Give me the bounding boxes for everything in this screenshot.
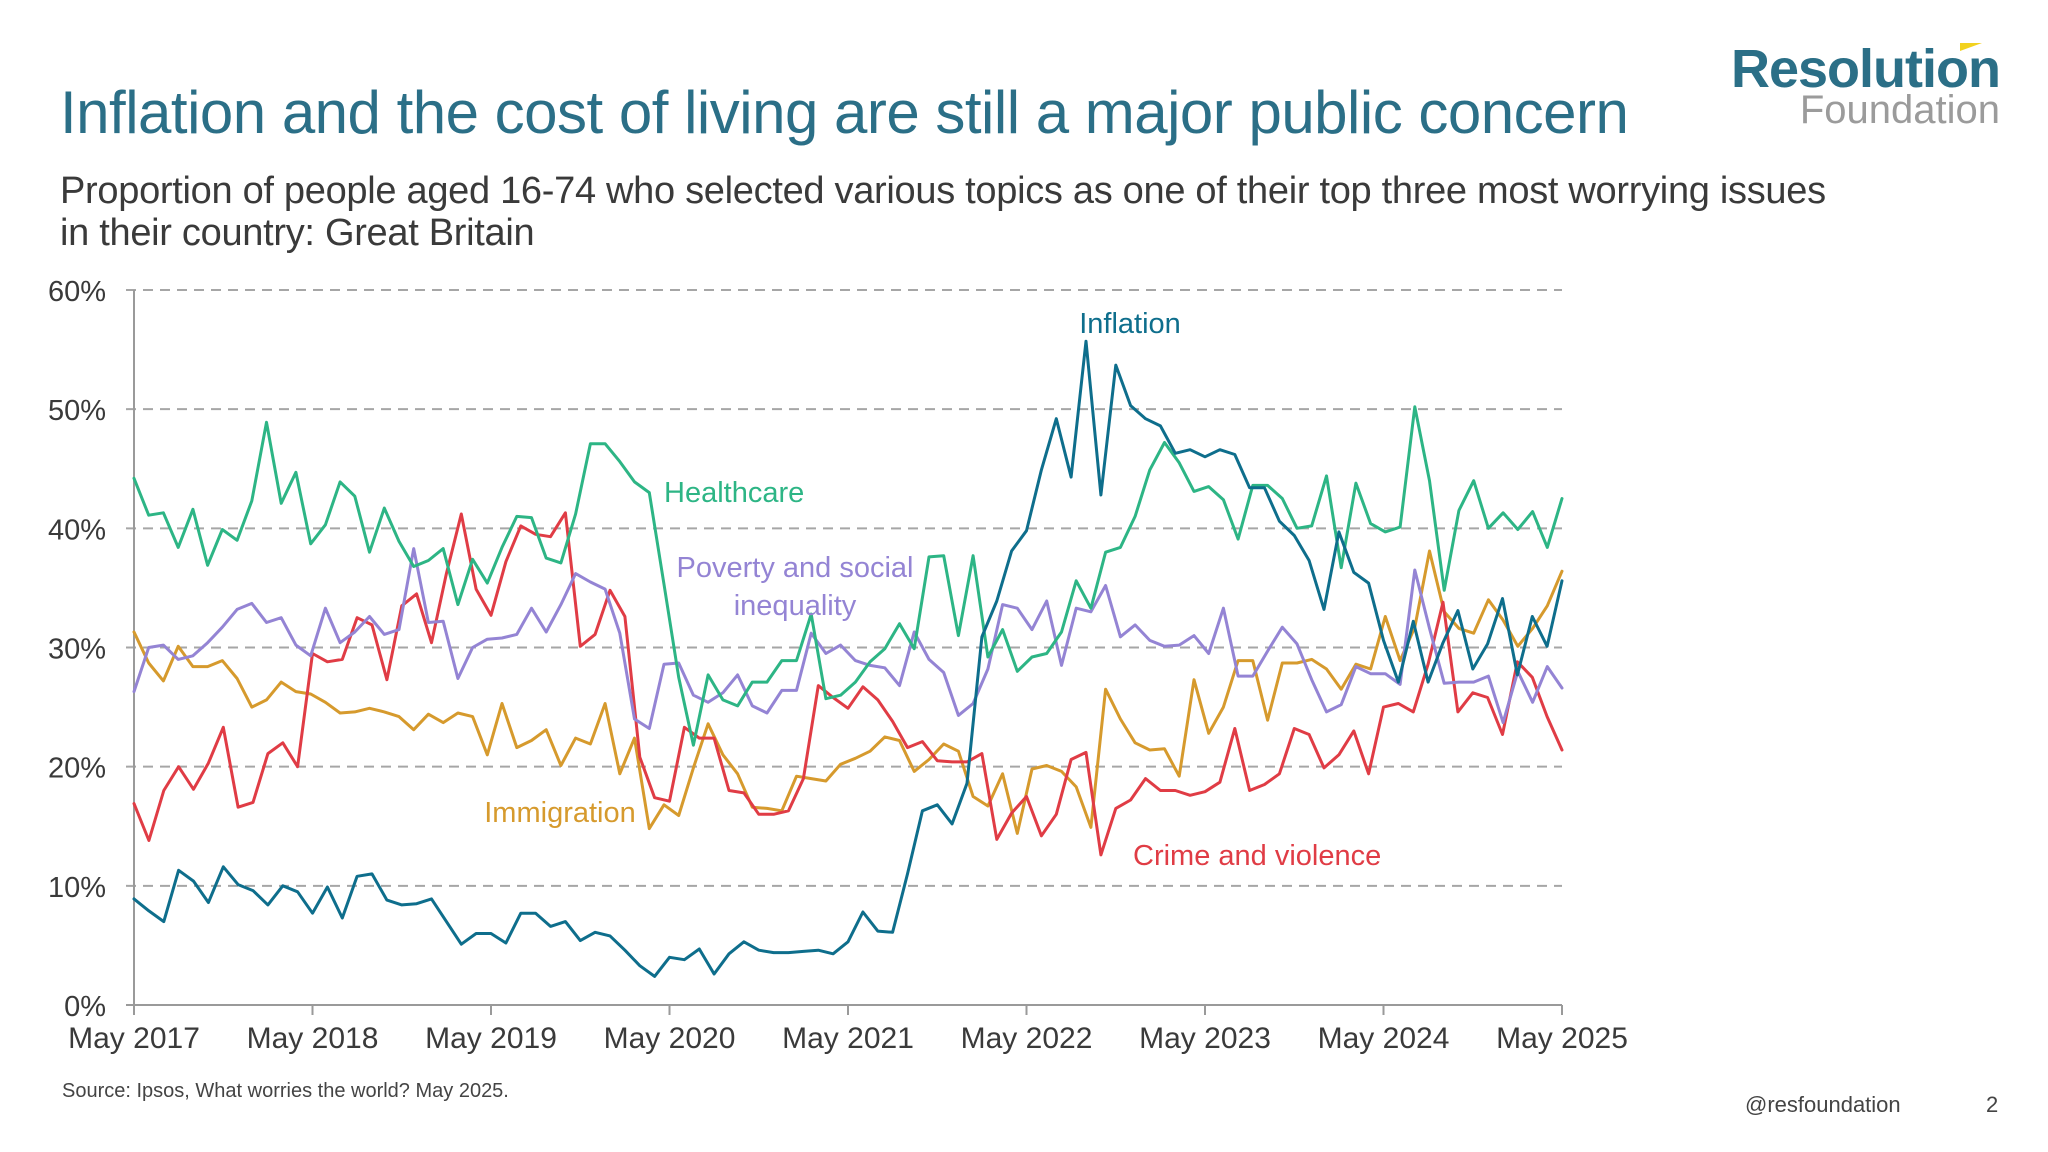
series-label-line: Inflation [1079,308,1181,340]
x-tick-label: May 2021 [782,1022,914,1055]
series-label-crime-and-violence: Crime and violence [1133,840,1381,872]
series-label-line: Crime and violence [1133,840,1381,872]
y-tick-label: 0% [64,991,106,1023]
series-line-inflation [132,339,1564,978]
resolution-foundation-logo: Resolution Foundation [1730,38,2020,138]
x-axis-ticks: May 2017 May 2018 May 2019 May 2020 May 2021… [68,1005,1628,1055]
series-line-healthcare [132,405,1564,747]
series-label-line: Poverty and social [677,552,914,584]
x-tick-label: May 2020 [604,1022,736,1055]
series-label-line: Immigration [484,797,636,829]
y-tick-label: 10% [48,872,106,904]
axes [126,290,1562,1006]
series-label-healthcare: Healthcare [664,477,804,509]
y-tick-label: 20% [48,753,106,785]
chart-subtitle: Proportion of people aged 16-74 who sele… [60,170,1826,254]
series-line-poverty-and-social-inequality [132,547,1564,730]
page-title: Inflation and the cost of living are sti… [60,79,1629,146]
series-line-crime-and-violence [132,511,1564,857]
x-tick-label: May 2018 [247,1022,379,1055]
gridlines [126,289,1562,887]
x-tick-label: May 2024 [1318,1022,1450,1055]
series-label-line: Healthcare [664,477,804,509]
series-label-inflation: Inflation [1079,308,1181,340]
series-label-immigration: Immigration [484,797,636,829]
y-tick-label: 30% [48,634,106,666]
y-tick-label: 50% [48,395,106,427]
logo-accent-icon [1960,43,1982,51]
social-handle: @resfoundation [1745,1092,1901,1117]
series-lines [132,339,1564,978]
logo-line-1: Resolution [1731,39,2001,99]
series-line-immigration [132,549,1564,835]
y-axis-ticks: 0% 10% 20% 30% 40% 50% 60% [48,276,106,1023]
x-tick-label: May 2022 [961,1022,1093,1055]
source-note: Source: Ipsos, What worries the world? M… [62,1080,509,1102]
series-labels: Immigration Crime and violence Poverty and… [484,308,1381,872]
series-label-line: inequality [734,590,857,622]
y-tick-label: 60% [48,276,106,308]
x-tick-label: May 2025 [1496,1022,1628,1055]
y-tick-label: 40% [48,514,106,546]
series-label-poverty-and-social-inequality: Poverty and social inequality [677,552,914,622]
page-number: 2 [1986,1092,1999,1117]
logo-line-2: Foundation [1799,88,2000,132]
x-tick-label: May 2023 [1139,1022,1271,1055]
x-tick-label: May 2019 [425,1022,557,1055]
x-tick-label: May 2017 [68,1022,200,1055]
